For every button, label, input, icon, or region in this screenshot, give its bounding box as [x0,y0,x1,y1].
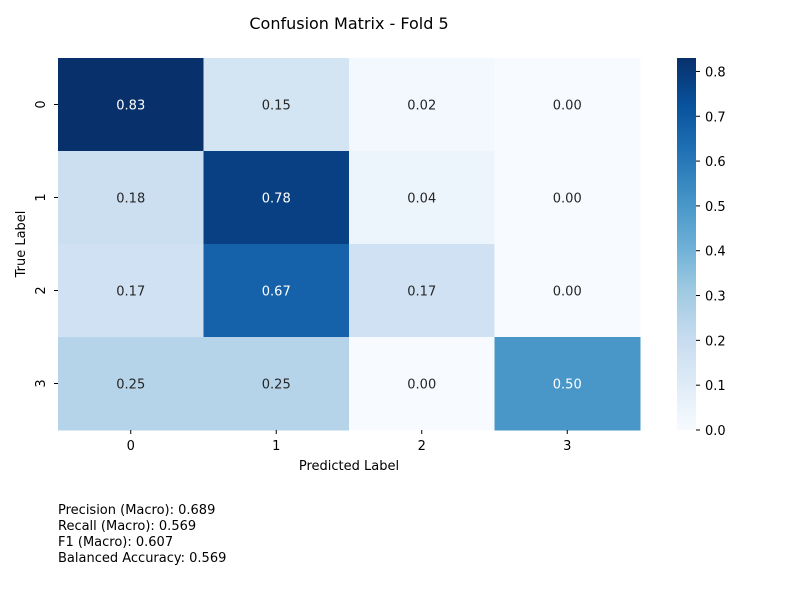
cell-value-label: 0.00 [407,378,436,393]
x-axis-label: Predicted Label [299,459,399,474]
y-tick-label: 1 [34,193,49,201]
colorbar [677,58,696,430]
heatmap-cell [349,151,495,245]
colorbar-tick-label: 0.0 [705,424,726,439]
cell-value-label: 0.00 [553,192,582,207]
cell-value-label: 0.17 [116,285,145,300]
heatmap-cell [349,58,495,152]
colorbar-tick-label: 0.4 [705,245,726,260]
heatmap-cell [494,244,641,338]
recall-metric: Recall (Macro): 0.569 [58,519,197,534]
y-axis-label: True Label [14,211,29,279]
x-axis-ticks: 0 1 2 3 [127,430,571,454]
x-tick-label: 1 [272,439,280,454]
colorbar-tick-label: 0.7 [705,110,726,125]
colorbar-tick-label: 0.2 [705,334,726,349]
heatmap-cells: 0.83 0.15 0.02 0.00 0.18 0.78 0.04 0.00 0.17 0.67… [58,58,641,431]
heatmap-cell [58,244,204,338]
heatmap-cell [203,244,350,338]
cell-value-label: 0.78 [262,192,291,207]
heatmap-cell [349,337,495,431]
cell-value-label: 0.67 [262,285,291,300]
metrics-summary: Precision (Macro): 0.689 Recall (Macro):… [58,503,226,567]
colorbar-tick-label: 0.6 [705,155,726,170]
heatmap-cell [203,151,350,245]
heatmap-cell [203,337,350,431]
colorbar-tick-label: 0.8 [705,65,726,80]
colorbar-tick-label: 0.3 [705,290,726,305]
x-tick-label: 3 [563,439,571,454]
colorbar-tick-label: 0.1 [705,379,726,394]
cell-value-label: 0.02 [407,99,436,114]
heatmap-cell [58,151,204,245]
balanced-accuracy-metric: Balanced Accuracy: 0.569 [58,551,227,566]
cell-value-label: 0.00 [553,285,582,300]
cell-value-label: 0.50 [553,378,582,393]
colorbar-ticks: 0.0 0.1 0.2 0.3 0.4 0.5 0.6 0.7 0.8 [696,65,726,439]
chart-title: Confusion Matrix - Fold 5 [249,14,448,33]
heatmap-cell [349,244,495,338]
y-tick-label: 3 [34,379,49,387]
y-axis-ticks: 0 1 2 3 [34,100,58,388]
f1-metric: F1 (Macro): 0.607 [58,535,174,550]
cell-value-label: 0.17 [407,285,436,300]
precision-metric: Precision (Macro): 0.689 [58,503,216,518]
heatmap-cell [494,151,641,245]
x-tick-label: 0 [127,439,135,454]
heatmap-cell [58,58,204,152]
heatmap-cell [203,58,350,152]
cell-value-label: 0.18 [116,192,145,207]
heatmap-cell [494,58,641,152]
heatmap-cell [494,337,641,431]
cell-value-label: 0.04 [407,192,436,207]
cell-value-label: 0.15 [262,99,291,114]
cell-value-label: 0.00 [553,99,582,114]
cell-value-label: 0.25 [116,378,145,393]
colorbar-tick-label: 0.5 [705,200,726,215]
y-tick-label: 2 [34,286,49,294]
cell-value-label: 0.25 [262,378,291,393]
y-tick-label: 0 [34,100,49,108]
cell-value-label: 0.83 [116,99,145,114]
heatmap-cell [58,337,204,431]
x-tick-label: 2 [418,439,426,454]
